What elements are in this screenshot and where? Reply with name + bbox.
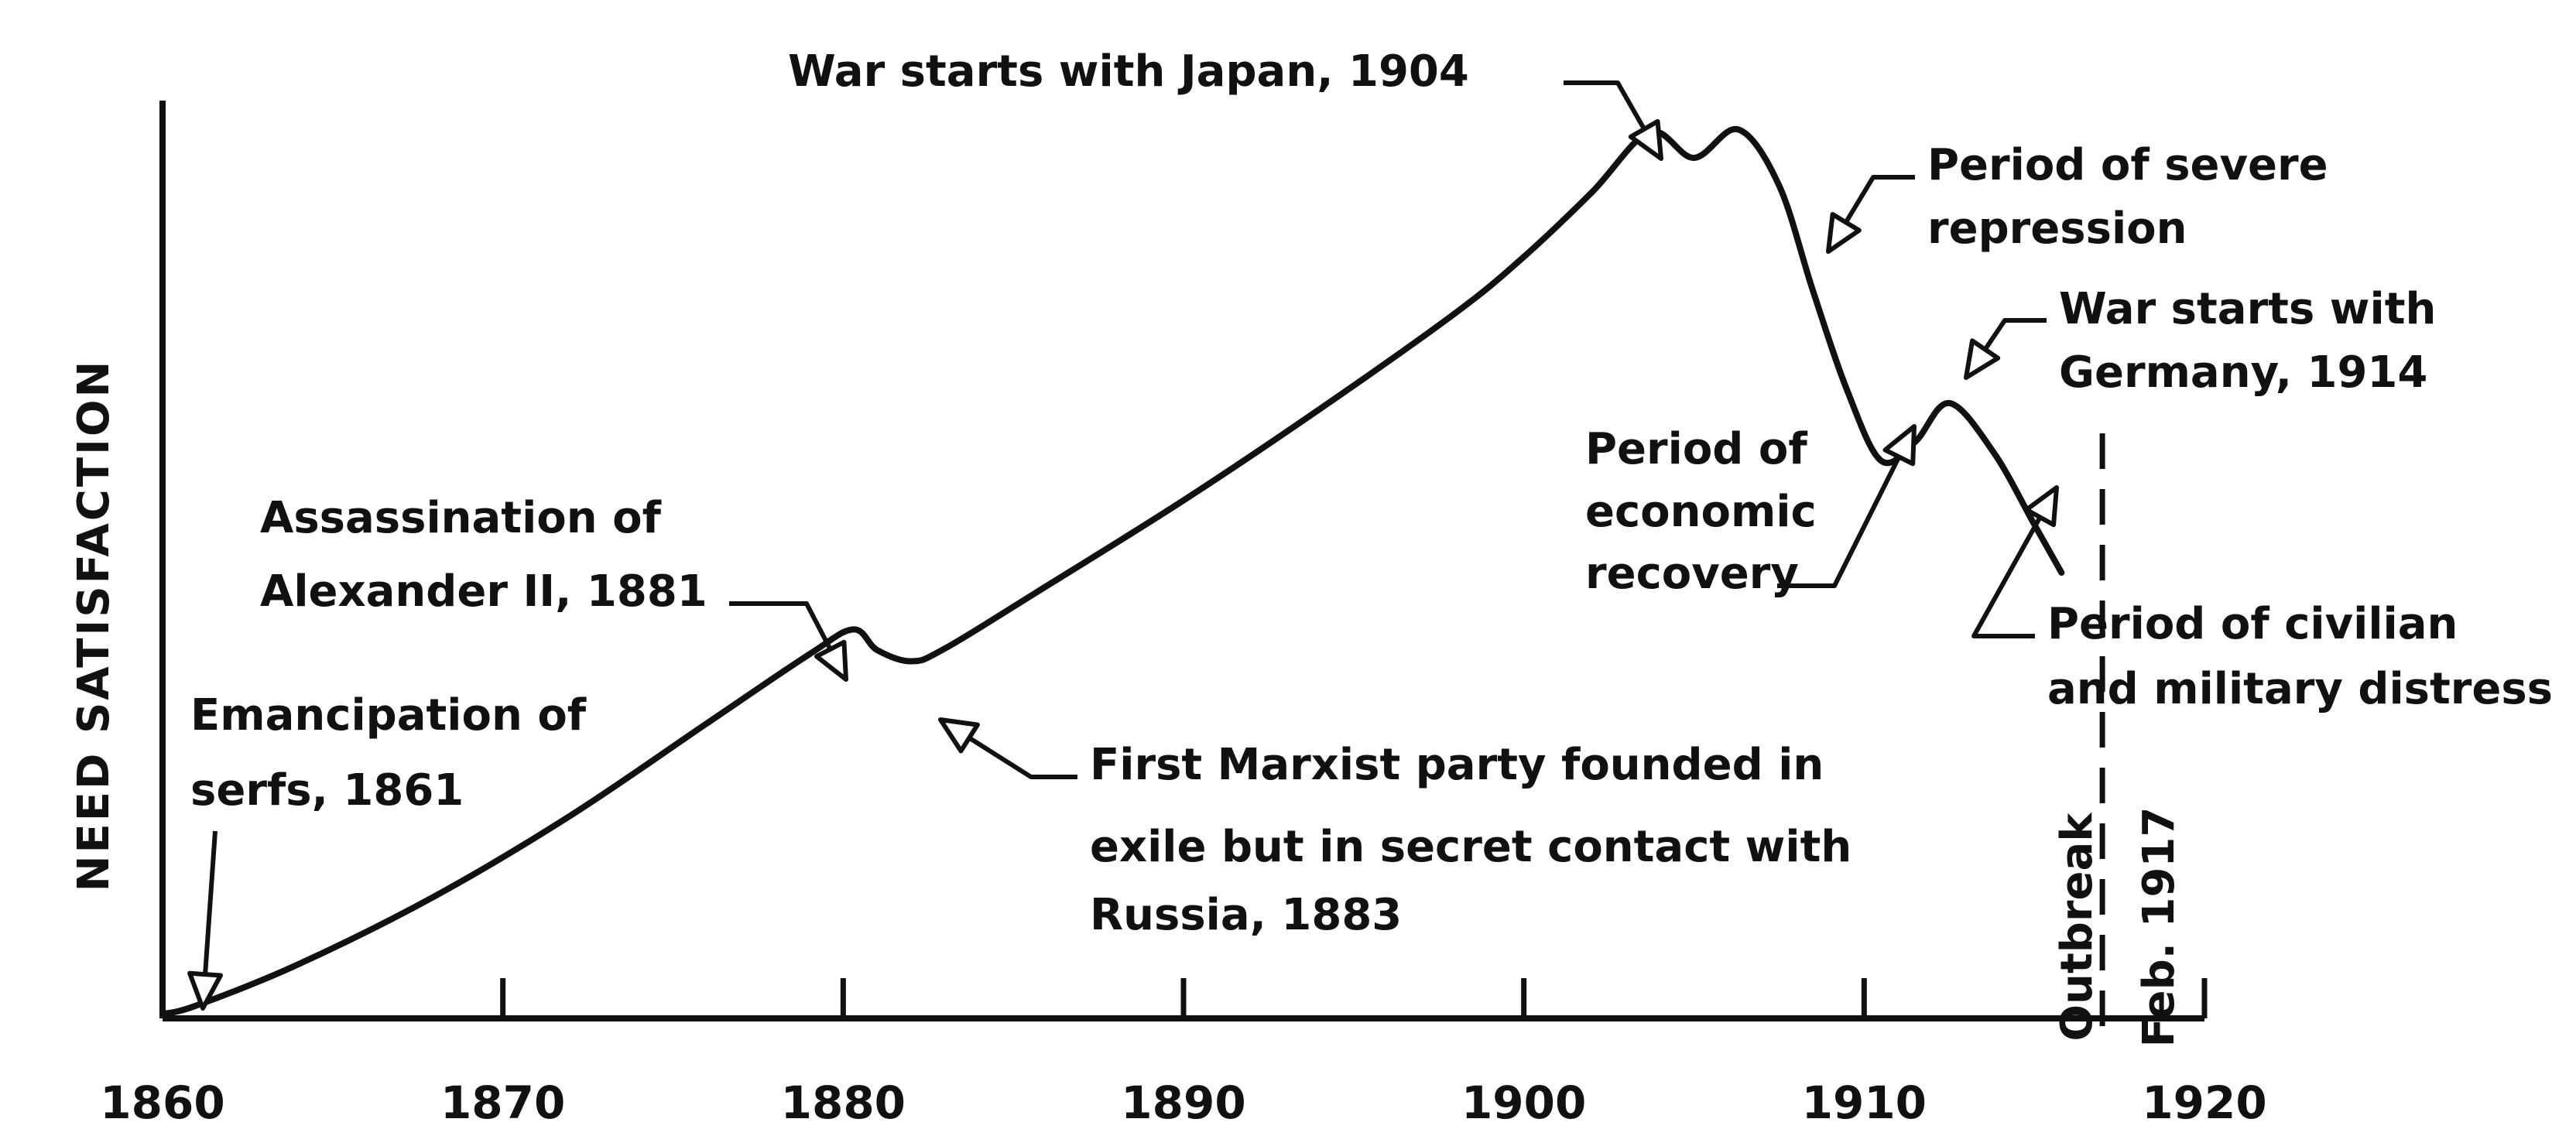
annotation-text: Russia, 1883 [1090, 890, 1402, 940]
axes [159, 101, 2204, 1021]
annotation-arrowhead [1882, 424, 1917, 467]
x-tick-label: 1920 [2142, 1076, 2266, 1129]
y-axis-label: NEED SATISFACTION [69, 359, 119, 892]
annotations: Emancipation of serfs, 1861 Assassination … [187, 46, 2553, 1011]
annotation-arrowhead [1964, 338, 2001, 380]
event-line-group: Outbreak Feb. 1917 [2052, 433, 2184, 1047]
annotation-text: Emancipation of [190, 690, 587, 741]
annotation-text: economic [1585, 487, 1817, 537]
annotation-arrowhead [187, 970, 224, 1011]
annotation-arrowhead [814, 639, 848, 682]
x-tick-label: 1890 [1121, 1076, 1245, 1129]
annotation-text: War starts with Japan, 1904 [788, 46, 1469, 97]
annotation-text: Period of [1585, 424, 1807, 474]
annotation-arrowhead [938, 717, 980, 754]
annotation-text: War starts with [2059, 284, 2436, 334]
annotation-text: Period of severe [1927, 140, 2328, 190]
x-tick-label: 1880 [781, 1076, 906, 1129]
annotation-text: Assassination of [260, 493, 662, 543]
outbreak-label: Outbreak [2052, 812, 2102, 1042]
annotation-text: Alexander II, 1881 [260, 566, 707, 617]
annotation-text: repression [1927, 204, 2187, 254]
annotation-arrowhead [2024, 485, 2059, 528]
annotation-leader [1971, 486, 2059, 638]
annotation-text: exile but in secret contact with [1090, 822, 1852, 872]
annotation-text: Germany, 1914 [2059, 347, 2427, 398]
annotation-text: serfs, 1861 [190, 765, 464, 816]
annotation-text: and military distress [2047, 664, 2553, 714]
annotation-leader [1777, 425, 1917, 588]
x-tick-label: 1870 [440, 1076, 565, 1129]
annotation-arrowhead [1628, 118, 1663, 161]
x-tick-label: 1900 [1461, 1076, 1586, 1129]
x-tick-label: 1910 [1802, 1076, 1927, 1129]
need-satisfaction-line [159, 125, 2065, 1018]
annotation-text: Period of civilian [2047, 599, 2458, 649]
outbreak-date-label: Feb. 1917 [2134, 807, 2184, 1048]
annotation-arrowhead [1826, 211, 1862, 254]
annotation-text: First Marxist party founded in [1090, 740, 1824, 790]
x-ticks: 1860 1870 1880 1890 1900 1910 1920 [100, 978, 2267, 1129]
series [159, 125, 2065, 1018]
x-tick-label: 1860 [100, 1076, 224, 1129]
annotation-text: recovery [1585, 549, 1799, 599]
